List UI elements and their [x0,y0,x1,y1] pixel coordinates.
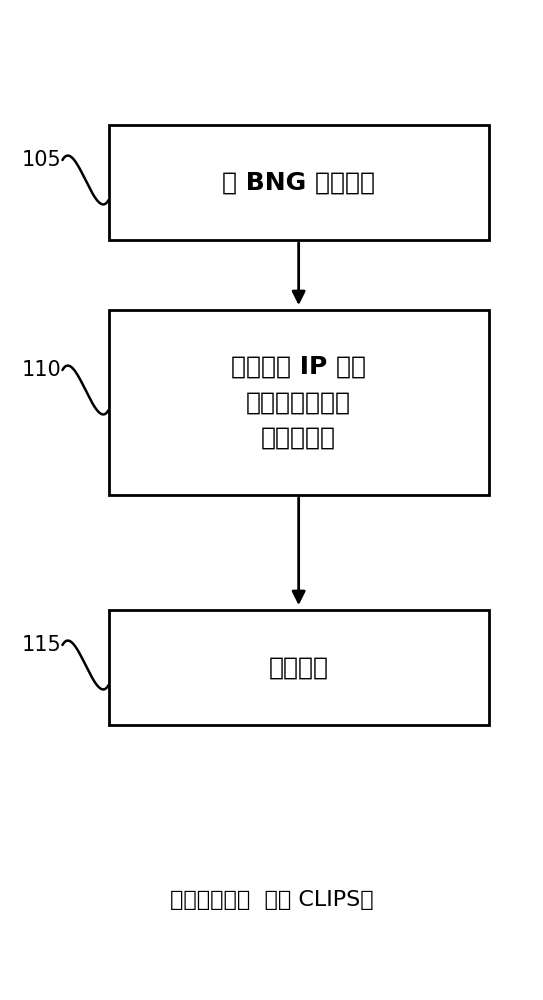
Text: 在 BNG 接收业务: 在 BNG 接收业务 [222,170,375,194]
Text: 传输业务: 传输业务 [269,656,329,680]
Text: 业务的源 IP 地址
与预先手动配置
的电路匹配: 业务的源 IP 地址 与预先手动配置 的电路匹配 [231,355,366,450]
Text: 105: 105 [22,150,61,170]
Text: 110: 110 [22,360,61,380]
FancyBboxPatch shape [109,125,489,240]
FancyBboxPatch shape [109,310,489,495]
FancyBboxPatch shape [109,610,489,725]
Text: 115: 115 [22,635,61,655]
Text: （现有技术：  静态 CLIPS）: （现有技术： 静态 CLIPS） [169,890,374,910]
